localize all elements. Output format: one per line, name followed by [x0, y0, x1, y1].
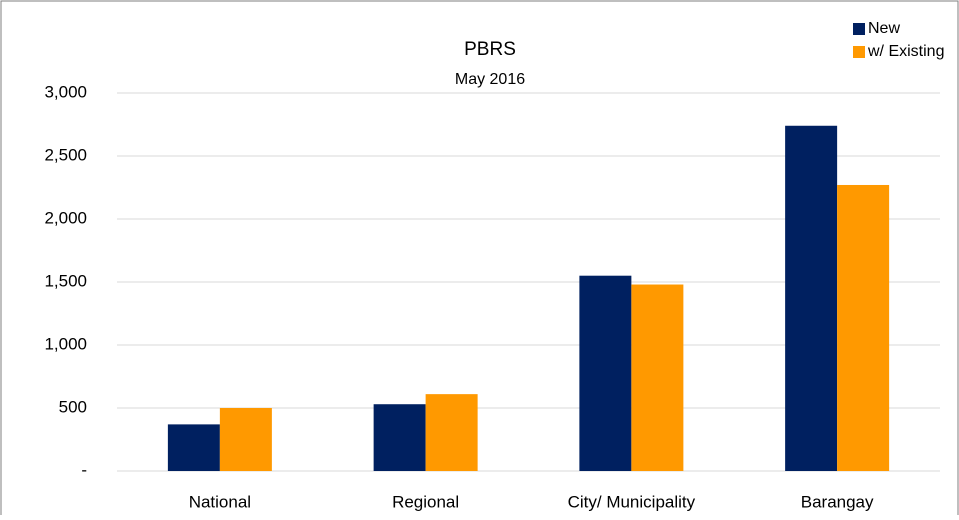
y-tick-label: 1,500 [44, 271, 87, 290]
bar [425, 394, 478, 471]
bar [837, 184, 890, 472]
chart-title: PBRS [464, 39, 516, 60]
x-tick-label: National [189, 492, 251, 511]
legend-swatch [853, 23, 865, 35]
x-tick-label: City/ Municipality [568, 492, 696, 511]
y-tick-label: 3,000 [44, 82, 87, 101]
bar [579, 275, 632, 471]
legend-label: w/ Existing [867, 43, 944, 60]
x-tick-label: Barangay [801, 492, 874, 511]
y-tick-label: 500 [59, 397, 87, 416]
bar [373, 404, 426, 471]
y-tick-label: 2,000 [44, 208, 87, 227]
legend-swatch [853, 46, 865, 58]
x-tick-label: Regional [392, 492, 459, 511]
legend-label: New [868, 20, 900, 37]
bar [219, 408, 272, 471]
y-tick-label: 2,500 [44, 145, 87, 164]
bar [785, 125, 838, 471]
bar [167, 424, 220, 471]
y-tick-label: - [81, 460, 87, 479]
bar [631, 284, 684, 471]
chart-subtitle: May 2016 [455, 71, 525, 88]
y-tick-label: 1,000 [44, 334, 87, 353]
